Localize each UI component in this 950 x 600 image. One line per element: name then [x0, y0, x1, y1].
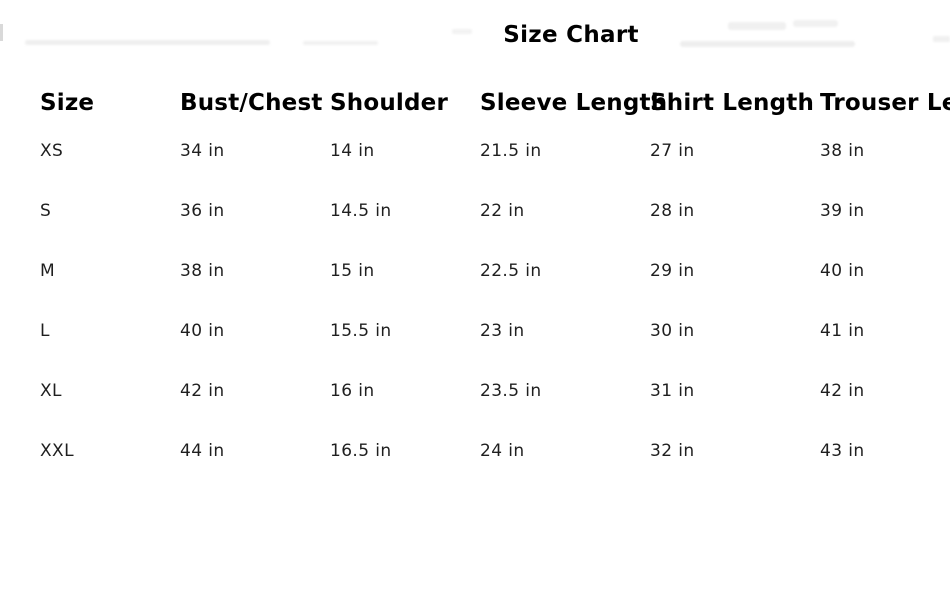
column-header-shoulder: Shoulder	[330, 90, 449, 116]
table-row-l: L 40 in 15.5 in 23 in 30 in 41 in	[40, 321, 865, 341]
column-header-bust-chest: Bust/Chest	[180, 90, 323, 116]
artifact-smudge	[793, 20, 838, 27]
artifact-smudge	[933, 36, 950, 42]
column-header-shirt-length: Shirt Length	[650, 90, 815, 116]
cell-bust-chest: 44 in	[180, 441, 225, 461]
cell-shirt-length: 32 in	[650, 441, 695, 461]
cell-sleeve-length: 21.5 in	[480, 141, 542, 161]
table-row-m: M 38 in 15 in 22.5 in 29 in 40 in	[40, 261, 865, 281]
cell-shirt-length: 30 in	[650, 321, 695, 341]
cell-trouser-length: 39 in	[820, 201, 865, 221]
cell-shoulder: 15.5 in	[330, 321, 392, 341]
table-row-xxl: XXL 44 in 16.5 in 24 in 32 in 43 in	[40, 441, 865, 461]
cell-shirt-length: 29 in	[650, 261, 695, 281]
cell-trouser-length: 40 in	[820, 261, 865, 281]
artifact-smudge	[728, 22, 786, 30]
cell-sleeve-length: 24 in	[480, 441, 525, 461]
cell-shoulder: 14 in	[330, 141, 375, 161]
table-row-s: S 36 in 14.5 in 22 in 28 in 39 in	[40, 201, 865, 221]
cell-shoulder: 14.5 in	[330, 201, 392, 221]
cell-bust-chest: 36 in	[180, 201, 225, 221]
cell-shoulder: 16.5 in	[330, 441, 392, 461]
cell-bust-chest: 40 in	[180, 321, 225, 341]
chart-title: Size Chart	[503, 22, 639, 48]
cell-sleeve-length: 23.5 in	[480, 381, 542, 401]
cell-size: L	[40, 321, 50, 341]
cell-trouser-length: 38 in	[820, 141, 865, 161]
cell-shoulder: 16 in	[330, 381, 375, 401]
cell-sleeve-length: 23 in	[480, 321, 525, 341]
artifact-smudge	[680, 41, 855, 47]
cell-trouser-length: 42 in	[820, 381, 865, 401]
cell-trouser-length: 43 in	[820, 441, 865, 461]
artifact-smudge	[303, 41, 378, 45]
table-header-row: Size Bust/Chest Shoulder Sleeve Length S…	[40, 90, 950, 116]
artifact-smudge	[25, 40, 270, 45]
table-row-xl: XL 42 in 16 in 23.5 in 31 in 42 in	[40, 381, 865, 401]
cell-shirt-length: 28 in	[650, 201, 695, 221]
column-header-trouser-length: Trouser Length	[820, 90, 950, 116]
cell-bust-chest: 34 in	[180, 141, 225, 161]
artifact-smudge	[0, 24, 3, 41]
cell-shirt-length: 31 in	[650, 381, 695, 401]
cell-size: XXL	[40, 441, 74, 461]
table-row-xs: XS 34 in 14 in 21.5 in 27 in 38 in	[40, 141, 865, 161]
cell-size: XL	[40, 381, 62, 401]
artifact-smudge	[452, 29, 472, 34]
cell-bust-chest: 42 in	[180, 381, 225, 401]
cell-sleeve-length: 22 in	[480, 201, 525, 221]
cell-size: M	[40, 261, 56, 281]
cell-shoulder: 15 in	[330, 261, 375, 281]
cell-size: XS	[40, 141, 64, 161]
column-header-sleeve-length: Sleeve Length	[480, 90, 668, 116]
column-header-size: Size	[40, 90, 95, 116]
cell-shirt-length: 27 in	[650, 141, 695, 161]
cell-sleeve-length: 22.5 in	[480, 261, 542, 281]
cell-bust-chest: 38 in	[180, 261, 225, 281]
cell-trouser-length: 41 in	[820, 321, 865, 341]
cell-size: S	[40, 201, 52, 221]
